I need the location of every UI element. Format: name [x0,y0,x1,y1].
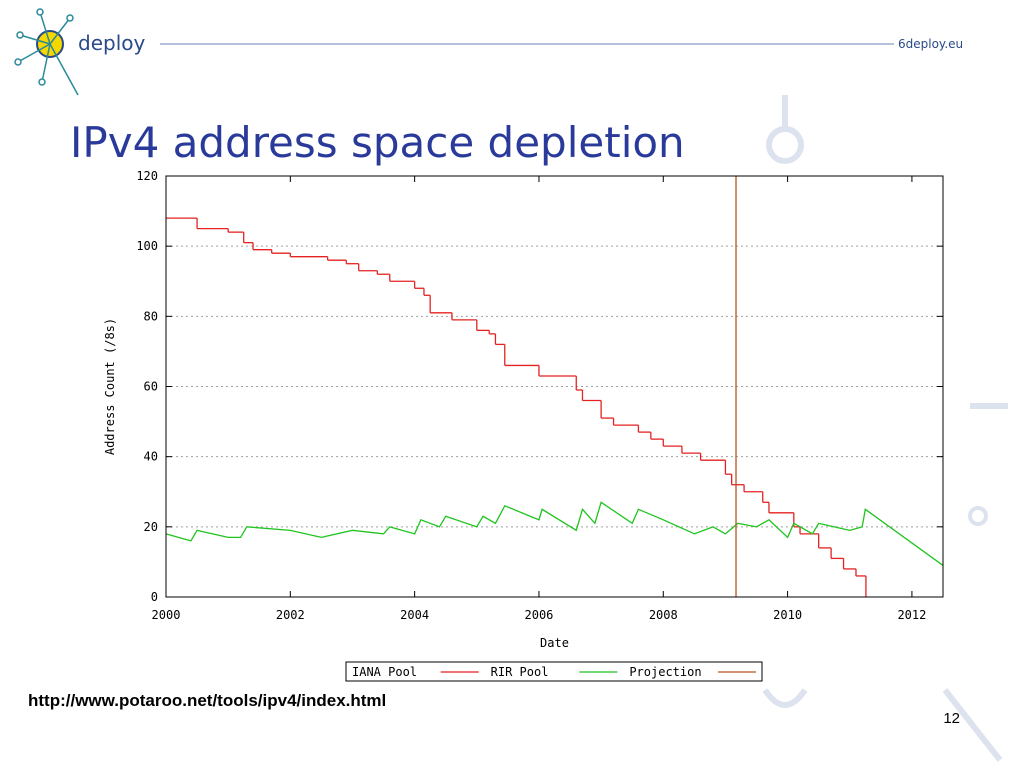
x-tick-label: 2006 [525,608,554,622]
legend-box [345,661,763,682]
plot-frame [165,175,944,598]
legend-label: IANA Pool [352,665,417,679]
y-tick-label: 100 [136,239,158,253]
y-tick-label: 60 [144,380,158,394]
x-tick-label: 2010 [773,608,802,622]
legend-label: RIR Pool [491,665,549,679]
source-link: http://www.potaroo.net/tools/ipv4/index.… [28,691,386,710]
background-decoration [762,95,1008,762]
y-tick-label: 120 [136,169,158,183]
plot-background [166,176,943,597]
logo-text: deploy [78,31,145,55]
y-tick-label: 40 [144,450,158,464]
x-axis-label: Date [540,636,569,650]
x-tick-label: 2008 [649,608,678,622]
legend-label: Projection [629,665,701,679]
y-tick-label: 0 [151,590,158,604]
slide-title: IPv4 address space depletion [70,118,685,167]
page-number: 12 [943,710,960,727]
y-tick-label: 80 [144,309,158,323]
x-tick-label: 2012 [897,608,926,622]
x-tick-label: 2004 [400,608,429,622]
site-url: 6deploy.eu [898,37,963,51]
y-tick-label: 20 [144,520,158,534]
y-axis-label: Address Count (/8s) [103,318,117,455]
chart: 0 20 40 60 80 100 120 2000 2002 2004 2006 2008 2010 2… [103,169,944,682]
series-line [165,501,944,566]
logo: deploy [14,8,145,96]
x-tick-label: 2000 [152,608,181,622]
x-tick-label: 2002 [276,608,305,622]
